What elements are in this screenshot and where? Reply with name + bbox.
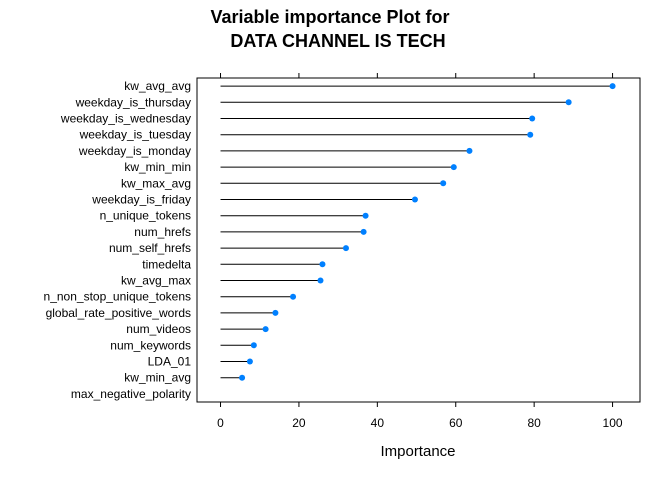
- plot-frame: [196, 77, 641, 403]
- x-axis-label: Importance: [380, 443, 455, 460]
- y-tick-label: weekday_is_wednesday: [60, 112, 191, 126]
- data-point: [609, 83, 616, 90]
- y-tick-label: num_videos: [126, 322, 191, 336]
- data-point: [319, 261, 326, 268]
- x-axis: 0 20 40 60 80 100: [217, 73, 623, 430]
- data-point: [250, 342, 257, 349]
- y-axis-labels: kw_avg_avg weekday_is_thursday weekday_is_…: [44, 79, 192, 401]
- y-tick-label: kw_min_min: [124, 160, 191, 174]
- y-tick-label: timedelta: [142, 257, 191, 271]
- y-tick-label: weekday_is_friday: [91, 193, 191, 207]
- y-tick-label: n_non_stop_unique_tokens: [44, 290, 191, 304]
- data-point: [239, 374, 246, 381]
- data-point: [362, 212, 369, 219]
- data-point: [246, 358, 253, 365]
- stem-lines: [220, 85, 613, 379]
- data-point: [262, 326, 269, 333]
- y-tick-label: kw_avg_max: [121, 274, 191, 288]
- data-point: [440, 180, 447, 187]
- y-tick-label: num_keywords: [110, 338, 191, 352]
- y-tick-label: n_unique_tokens: [100, 209, 191, 223]
- y-tick-label: num_hrefs: [134, 225, 191, 239]
- data-point: [342, 245, 349, 252]
- data-point: [466, 147, 473, 154]
- x-tick-label: 40: [371, 416, 385, 430]
- y-tick-label: weekday_is_tuesday: [79, 128, 191, 142]
- data-point: [290, 293, 297, 300]
- y-tick-label: LDA_01: [148, 355, 192, 369]
- y-tick-label: weekday_is_thursday: [75, 95, 191, 109]
- x-tick-label: 100: [603, 416, 623, 430]
- chart-title-line2: DATA CHANNEL IS TECH: [230, 31, 445, 51]
- data-point: [272, 309, 279, 316]
- chart-title-line1: Variable importance Plot for: [210, 7, 449, 27]
- data-point: [411, 196, 418, 203]
- data-point: [360, 228, 367, 235]
- x-tick-label: 60: [449, 416, 463, 430]
- x-tick-label: 80: [527, 416, 541, 430]
- x-tick-label: 0: [217, 416, 224, 430]
- y-tick-label: weekday_is_monday: [78, 144, 191, 158]
- y-tick-label: kw_min_avg: [124, 371, 191, 385]
- data-point: [529, 115, 536, 122]
- data-point: [317, 277, 324, 284]
- data-point: [565, 99, 572, 106]
- y-tick-label: kw_avg_avg: [124, 79, 191, 93]
- data-point: [527, 131, 534, 138]
- data-point: [450, 164, 457, 171]
- y-tick-label: num_self_hrefs: [109, 241, 191, 255]
- y-tick-label: global_rate_positive_words: [46, 306, 191, 320]
- y-tick-label: kw_max_avg: [121, 176, 191, 190]
- data-points: [239, 83, 616, 381]
- y-tick-label: max_negative_polarity: [71, 387, 191, 401]
- x-tick-label: 20: [292, 416, 306, 430]
